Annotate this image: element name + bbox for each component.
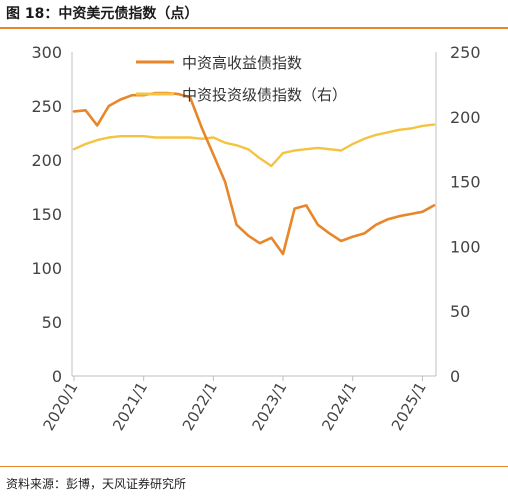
right-axis-ticks: 0 50 100 150 200 250 <box>450 43 481 386</box>
right-tick-label: 100 <box>450 237 481 256</box>
left-tick-label: 300 <box>31 43 62 62</box>
left-tick-label: 200 <box>31 151 62 170</box>
chart-title: 图 18：中资美元债指数（点） <box>6 6 199 22</box>
x-tick-label: 2020/1 <box>39 379 81 434</box>
x-tick-label: 2021/1 <box>109 379 151 434</box>
legend-label: 中资投资级债指数（右） <box>182 86 347 104</box>
right-tick-label: 50 <box>450 302 470 321</box>
legend-label: 中资高收益债指数 <box>182 54 302 72</box>
left-tick-label: 100 <box>31 259 62 278</box>
right-tick-label: 200 <box>450 108 481 127</box>
left-tick-label: 250 <box>31 97 62 116</box>
series-layer <box>72 91 436 256</box>
left-tick-label: 0 <box>52 367 62 386</box>
right-tick-label: 150 <box>450 173 481 192</box>
x-tick-label: 2024/1 <box>318 379 360 434</box>
x-axis-ticks: 2020/1 2021/1 2022/1 2023/1 2024/1 2025/1 <box>39 376 430 434</box>
x-tick-label: 2023/1 <box>249 379 291 434</box>
axes <box>71 52 437 377</box>
series-line-high-yield <box>72 91 436 256</box>
right-tick-label: 0 <box>450 367 460 386</box>
source-note: 资料来源：彭博，天风证券研究所 <box>6 477 187 491</box>
x-tick-label: 2025/1 <box>388 379 430 434</box>
x-tick-label: 2022/1 <box>179 379 221 434</box>
left-tick-label: 50 <box>42 313 62 332</box>
left-axis-ticks: 0 50 100 150 200 250 300 <box>31 43 62 386</box>
left-tick-label: 150 <box>31 205 62 224</box>
title-divider <box>0 27 508 29</box>
source-divider <box>0 466 508 467</box>
right-tick-label: 250 <box>450 43 481 62</box>
series-line-investment-grade <box>72 123 436 168</box>
